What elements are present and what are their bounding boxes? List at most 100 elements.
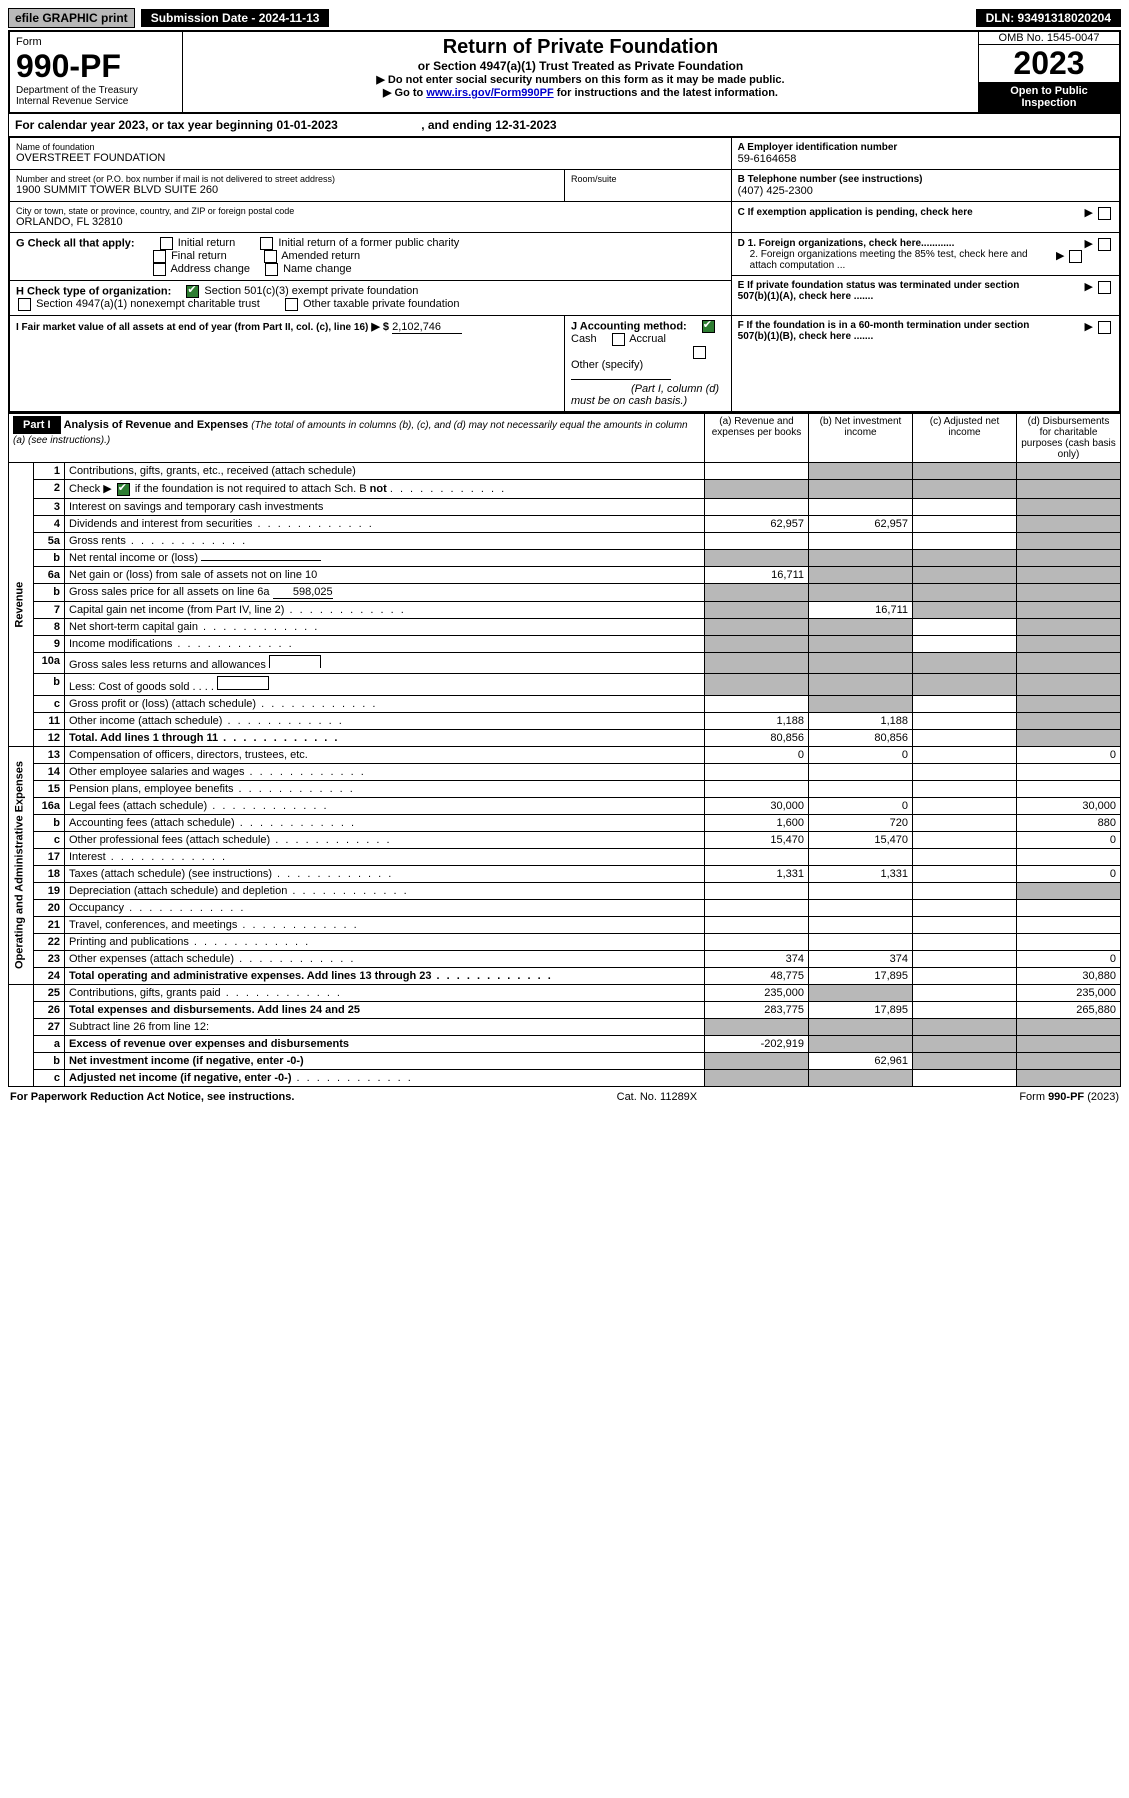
instr2-pre: ▶ Go to <box>383 87 426 99</box>
r8-no: 8 <box>34 618 65 635</box>
footer-mid: Cat. No. 11289X <box>617 1091 698 1103</box>
efile-badge[interactable]: efile GRAPHIC print <box>8 8 135 28</box>
c-checkbox[interactable] <box>1098 207 1111 220</box>
r1-no: 1 <box>34 463 65 480</box>
cal-begin: 01-01-2023 <box>276 118 337 132</box>
col-b: (b) Net investment income <box>809 414 913 463</box>
r25-no: 25 <box>34 984 65 1001</box>
r2-desc: Check ▶ if the foundation is not require… <box>65 480 705 499</box>
r24-desc: Total operating and administrative expen… <box>65 967 705 984</box>
h-501c3[interactable] <box>186 285 199 298</box>
r23-b: 374 <box>809 950 913 967</box>
r27a-desc: Excess of revenue over expenses and disb… <box>65 1035 705 1052</box>
r15-desc: Pension plans, employee benefits <box>65 780 705 797</box>
r27c-desc: Adjusted net income (if negative, enter … <box>65 1069 705 1086</box>
h-4947[interactable] <box>18 298 31 311</box>
j-accrual-lbl: Accrual <box>629 333 666 345</box>
j-other-lbl: Other (specify) <box>571 359 643 371</box>
submission-date: Submission Date - 2024-11-13 <box>141 9 330 27</box>
r17-no: 17 <box>34 848 65 865</box>
r26-desc: Total expenses and disbursements. Add li… <box>65 1001 705 1018</box>
r9-no: 9 <box>34 635 65 652</box>
r23-a: 374 <box>705 950 809 967</box>
h2: Section 4947(a)(1) nonexempt charitable … <box>36 298 260 310</box>
r11-b: 1,188 <box>809 712 913 729</box>
expenses-side: Operating and Administrative Expenses <box>9 746 34 984</box>
foundation-name: OVERSTREET FOUNDATION <box>16 152 725 164</box>
g-amended[interactable] <box>264 250 277 263</box>
form990pf-link[interactable]: www.irs.gov/Form990PF <box>426 87 553 99</box>
g-namechg[interactable] <box>265 263 278 276</box>
r4-no: 4 <box>34 515 65 532</box>
form-number: 990-PF <box>16 48 176 85</box>
j-cash[interactable] <box>702 320 715 333</box>
r16b-d: 880 <box>1017 814 1121 831</box>
r11-desc: Other income (attach schedule) <box>65 712 705 729</box>
r8-desc: Net short-term capital gain <box>65 618 705 635</box>
h-other[interactable] <box>285 298 298 311</box>
r3-desc: Interest on savings and temporary cash i… <box>65 498 705 515</box>
j-other[interactable] <box>693 346 706 359</box>
r19-no: 19 <box>34 882 65 899</box>
r20-no: 20 <box>34 899 65 916</box>
r19-desc: Depreciation (attach schedule) and deple… <box>65 882 705 899</box>
r10b-no: b <box>34 673 65 695</box>
r7-b: 16,711 <box>809 601 913 618</box>
d2-checkbox[interactable] <box>1069 250 1082 263</box>
r10a-desc: Gross sales less returns and allowances <box>65 652 705 673</box>
f-checkbox[interactable] <box>1098 321 1111 334</box>
part1-table: Part I Analysis of Revenue and Expenses … <box>8 413 1121 1087</box>
phone-label: B Telephone number (see instructions) <box>738 174 1113 185</box>
r4-b: 62,957 <box>809 515 913 532</box>
e-checkbox[interactable] <box>1098 281 1111 294</box>
r27a-no: a <box>34 1035 65 1052</box>
i-value: 2,102,746 <box>392 321 462 334</box>
footer: For Paperwork Reduction Act Notice, see … <box>8 1087 1121 1107</box>
h1: Section 501(c)(3) exempt private foundat… <box>204 285 418 297</box>
r27-no: 27 <box>34 1018 65 1035</box>
r6a-no: 6a <box>34 566 65 583</box>
g-addrchg[interactable] <box>153 263 166 276</box>
r18-d: 0 <box>1017 865 1121 882</box>
r16b-b: 720 <box>809 814 913 831</box>
r2-checkbox[interactable] <box>117 483 130 496</box>
dln: DLN: 93491318020204 <box>976 9 1121 27</box>
footer-right: Form 990-PF (2023) <box>1019 1091 1119 1103</box>
r24-no: 24 <box>34 967 65 984</box>
r14-no: 14 <box>34 763 65 780</box>
r13-d: 0 <box>1017 746 1121 763</box>
r21-desc: Travel, conferences, and meetings <box>65 916 705 933</box>
r6b-desc: Gross sales price for all assets on line… <box>65 583 705 601</box>
instr2-post: for instructions and the latest informat… <box>554 87 778 99</box>
instr2: ▶ Go to www.irs.gov/Form990PF for instru… <box>189 86 972 99</box>
d1-checkbox[interactable] <box>1098 238 1111 251</box>
r13-b: 0 <box>809 746 913 763</box>
ein-label: A Employer identification number <box>738 142 1113 153</box>
r7-no: 7 <box>34 601 65 618</box>
g-final[interactable] <box>153 250 166 263</box>
r16a-no: 16a <box>34 797 65 814</box>
calendar-year-row: For calendar year 2023, or tax year begi… <box>8 114 1121 137</box>
addr-label: Number and street (or P.O. box number if… <box>16 174 558 184</box>
r27c-no: c <box>34 1069 65 1086</box>
col-c: (c) Adjusted net income <box>913 414 1017 463</box>
col-d: (d) Disbursements for charitable purpose… <box>1017 414 1121 463</box>
tax-year: 2023 <box>1013 45 1084 81</box>
h3: Other taxable private foundation <box>303 298 460 310</box>
r10c-no: c <box>34 695 65 712</box>
form-label: Form <box>16 36 176 48</box>
j-label: J Accounting method: <box>571 320 687 332</box>
j-note: (Part I, column (d) must be on cash basi… <box>571 383 719 407</box>
g-initial[interactable] <box>160 237 173 250</box>
cal-pre: For calendar year 2023, or tax year begi… <box>15 118 276 132</box>
g-former[interactable] <box>260 237 273 250</box>
r16b-desc: Accounting fees (attach schedule) <box>65 814 705 831</box>
phone: (407) 425-2300 <box>738 185 1113 197</box>
j-accrual[interactable] <box>612 333 625 346</box>
r11-no: 11 <box>34 712 65 729</box>
r6b-val: 598,025 <box>273 586 333 599</box>
topbar: efile GRAPHIC print Submission Date - 20… <box>8 8 1121 28</box>
r5b-desc: Net rental income or (loss) <box>65 549 705 566</box>
r7-desc: Capital gain net income (from Part IV, l… <box>65 601 705 618</box>
r16c-d: 0 <box>1017 831 1121 848</box>
